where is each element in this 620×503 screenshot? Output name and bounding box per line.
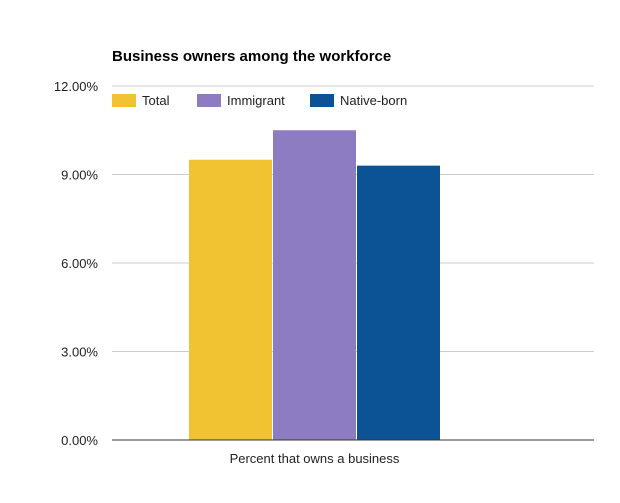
bar-native-born <box>357 165 440 440</box>
legend-swatch-native-born <box>310 94 334 107</box>
y-axis-ticks: 0.00% 3.00% 6.00% 9.00% 12.00% <box>54 79 99 448</box>
legend-label-native-born: Native-born <box>340 93 407 108</box>
legend: Total Immigrant Native-born <box>112 93 407 108</box>
chart-title: Business owners among the workforce <box>112 48 391 65</box>
legend-swatch-immigrant <box>197 94 221 107</box>
bar-total <box>189 159 272 440</box>
y-tick-label: 0.00% <box>61 433 98 448</box>
y-tick-label: 6.00% <box>61 256 98 271</box>
bar-immigrant <box>273 130 356 440</box>
legend-swatch-total <box>112 94 136 107</box>
legend-label-immigrant: Immigrant <box>227 93 285 108</box>
bars <box>189 130 440 440</box>
y-tick-label: 12.00% <box>54 79 99 94</box>
x-axis-labels: Percent that owns a business <box>230 451 400 466</box>
y-tick-label: 3.00% <box>61 345 98 360</box>
legend-label-total: Total <box>142 93 170 108</box>
y-tick-label: 9.00% <box>61 168 98 183</box>
x-category-label: Percent that owns a business <box>230 451 400 466</box>
